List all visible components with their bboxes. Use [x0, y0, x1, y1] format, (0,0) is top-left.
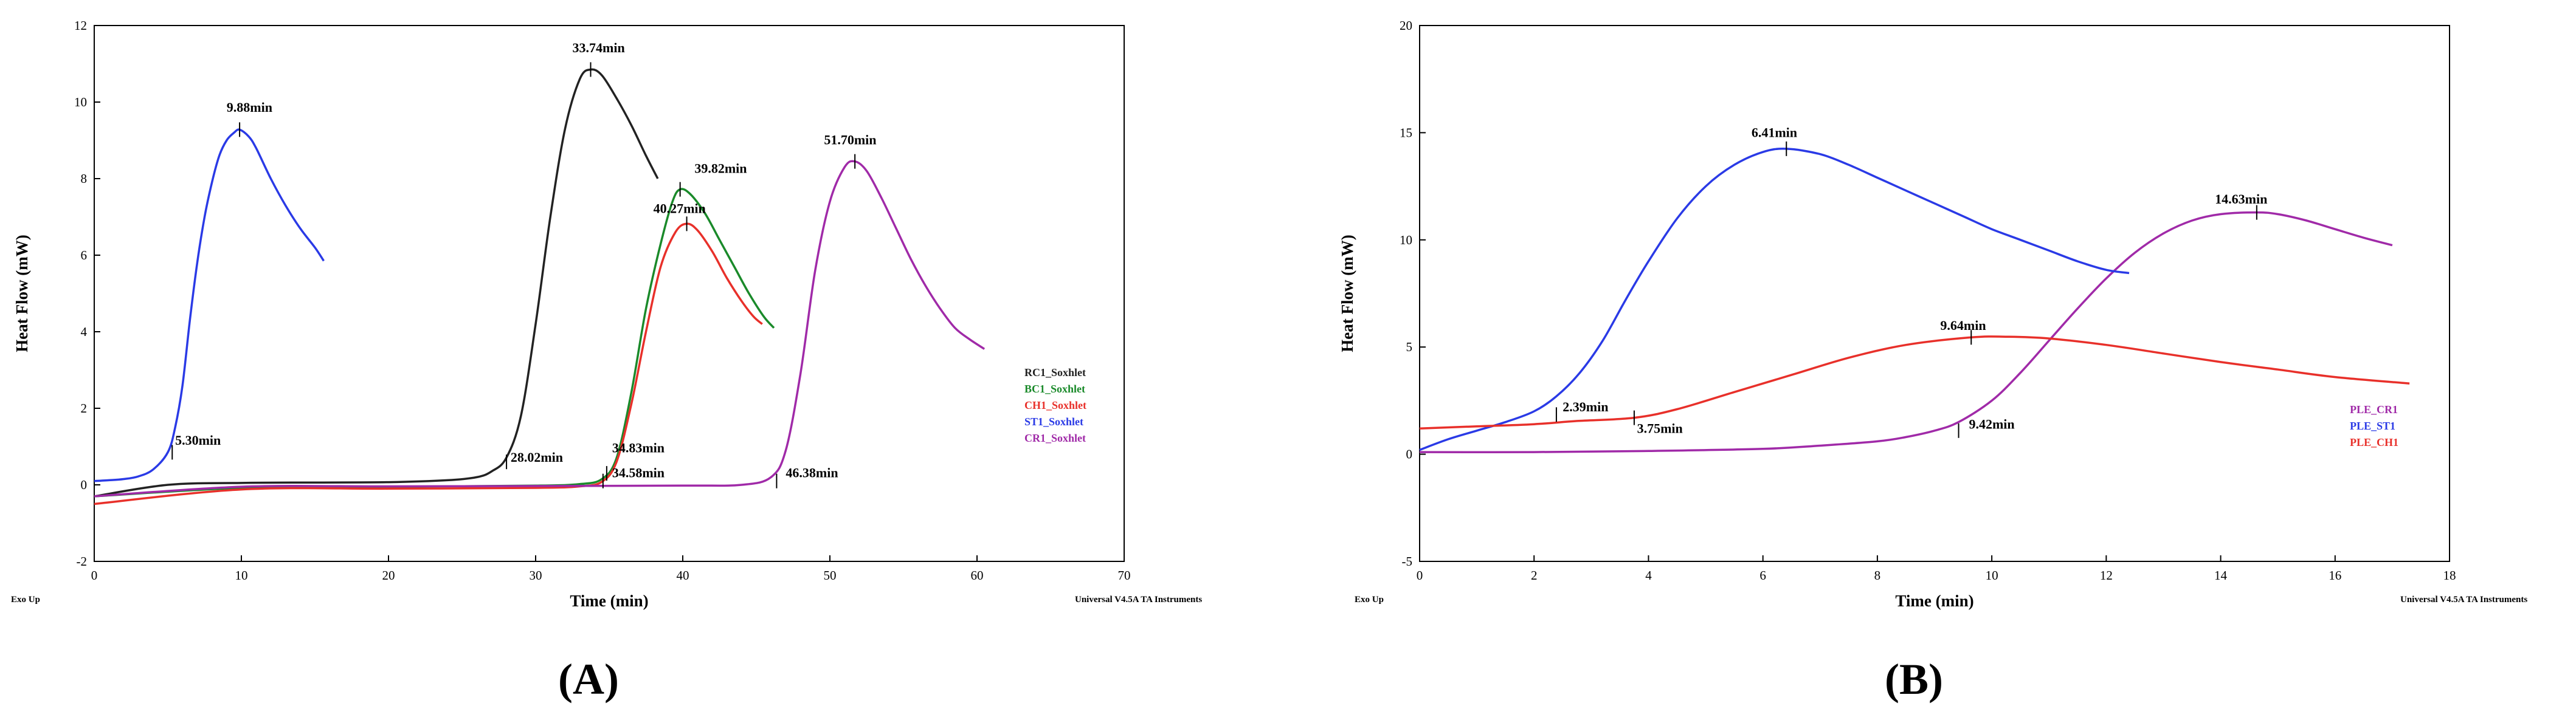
y-tick-label: 15: [1400, 125, 1412, 140]
annotation-label: 14.63min: [2215, 191, 2267, 207]
x-tick-label: 4: [1645, 568, 1652, 583]
x-axis-title: Time (min): [570, 592, 648, 610]
legend-entry: PLE_CH1: [2350, 436, 2398, 448]
series-line-ple-cr1: [1419, 211, 2393, 453]
y-tick-label: 8: [81, 171, 88, 186]
x-tick-label: 50: [824, 568, 837, 583]
exo-up-label: Exo Up: [11, 595, 40, 605]
x-tick-label: 18: [2443, 568, 2456, 583]
legend-entry: PLE_ST1: [2350, 420, 2395, 432]
y-axis-title: Heat Flow (mW): [13, 235, 31, 352]
annotation-label: 6.41min: [1752, 125, 1797, 140]
axis-ticks: 0 2 4 6 8 10 12 14 16 18 -5 0 5 10 15 20: [1400, 18, 2456, 583]
panel-label-b: (B): [1885, 655, 1943, 704]
legend-entry: CH1_Soxhlet: [1024, 399, 1086, 411]
annotation-label: 3.75min: [1637, 420, 1683, 436]
x-tick-label: 14: [2214, 568, 2228, 583]
plot-area-frame: [1419, 25, 2450, 562]
panel-b: 0 2 4 6 8 10 12 14 16 18 -5 0 5 10 15 20 6.41min 14.63mi…: [1338, 18, 2527, 704]
legend-entry: CR1_Soxhlet: [1024, 432, 1086, 444]
series-line-cr1-soxhlet: [94, 160, 986, 498]
legend-entry: RC1_Soxhlet: [1024, 366, 1086, 379]
series-line-rc1-soxhlet: [94, 68, 659, 498]
y-tick-label: 12: [74, 18, 87, 33]
series-line-ch1-soxhlet: [94, 222, 763, 505]
y-axis-title: Heat Flow (mW): [1338, 235, 1356, 352]
y-tick-label: 6: [81, 248, 88, 262]
annotation-label: 9.88min: [227, 100, 272, 115]
x-tick-label: 0: [1417, 568, 1423, 583]
plot-area-frame: [94, 25, 1125, 562]
annotation-label: 34.58min: [612, 465, 665, 480]
y-tick-label: 5: [1406, 340, 1413, 354]
y-tick-label: -2: [77, 554, 88, 569]
y-tick-label: 10: [1400, 233, 1412, 247]
y-tick-label: 4: [81, 324, 88, 339]
instrument-label: Universal V4.5A TA Instruments: [2400, 595, 2527, 605]
annotation-label: 40.27min: [654, 201, 706, 216]
x-tick-label: 10: [235, 568, 248, 583]
x-tick-label: 6: [1759, 568, 1766, 583]
panel-label-a: (A): [558, 655, 619, 704]
series-layer: [94, 68, 986, 505]
x-tick-label: 16: [2329, 568, 2341, 583]
legend: RC1_Soxhlet BC1_Soxhlet CH1_Soxhlet ST1_Sox…: [1024, 366, 1086, 444]
annotation-label: 28.02min: [511, 450, 563, 465]
y-tick-label: 2: [81, 401, 88, 416]
y-tick-label: -5: [1402, 554, 1413, 569]
annotation-label: 46.38min: [786, 465, 838, 480]
x-tick-label: 30: [530, 568, 542, 583]
x-tick-label: 12: [2100, 568, 2113, 583]
x-tick-label: 40: [677, 568, 689, 583]
x-tick-label: 0: [91, 568, 98, 583]
x-tick-label: 20: [382, 568, 395, 583]
series-line-ple-ch1: [1419, 335, 2410, 430]
legend-entry: BC1_Soxhlet: [1024, 383, 1085, 395]
x-tick-label: 70: [1118, 568, 1131, 583]
x-axis-title: Time (min): [1895, 592, 1973, 610]
series-line-st1-soxhlet: [94, 128, 325, 482]
annotation-label: 9.64min: [1940, 318, 1986, 333]
series-line-ple-st1: [1419, 148, 2130, 451]
x-tick-label: 8: [1874, 568, 1881, 583]
annotation-label: 33.74min: [573, 40, 625, 55]
x-tick-label: 10: [1986, 568, 1998, 583]
y-tick-label: 20: [1400, 18, 1412, 33]
y-tick-label: 10: [74, 95, 87, 109]
y-tick-label: 0: [81, 478, 88, 492]
x-tick-label: 60: [971, 568, 984, 583]
annotation-label: 9.42min: [1969, 416, 2014, 431]
legend-entry: PLE_CR1: [2350, 403, 2398, 416]
legend-entry: ST1_Soxhlet: [1024, 416, 1083, 428]
annotation-label: 39.82min: [694, 161, 747, 176]
legend: PLE_CR1 PLE_ST1 PLE_CH1: [2350, 403, 2398, 448]
annotation-label: 51.70min: [824, 132, 876, 147]
annotation-label: 2.39min: [1563, 399, 1608, 414]
annotation-layer: 6.41min 14.63min 9.64min 2.39min 3.75min 9.42…: [1555, 125, 2267, 438]
series-layer: [1419, 148, 2410, 453]
annotation-layer: 9.88min 33.74min 39.82min 40.27min 51.70min 5…: [171, 40, 877, 488]
exo-up-label: Exo Up: [1355, 595, 1384, 605]
annotation-label: 5.30min: [175, 433, 221, 448]
annotation-label: 34.83min: [612, 440, 665, 455]
x-tick-label: 2: [1531, 568, 1538, 583]
y-tick-label: 0: [1406, 447, 1413, 462]
instrument-label: Universal V4.5A TA Instruments: [1075, 595, 1202, 605]
